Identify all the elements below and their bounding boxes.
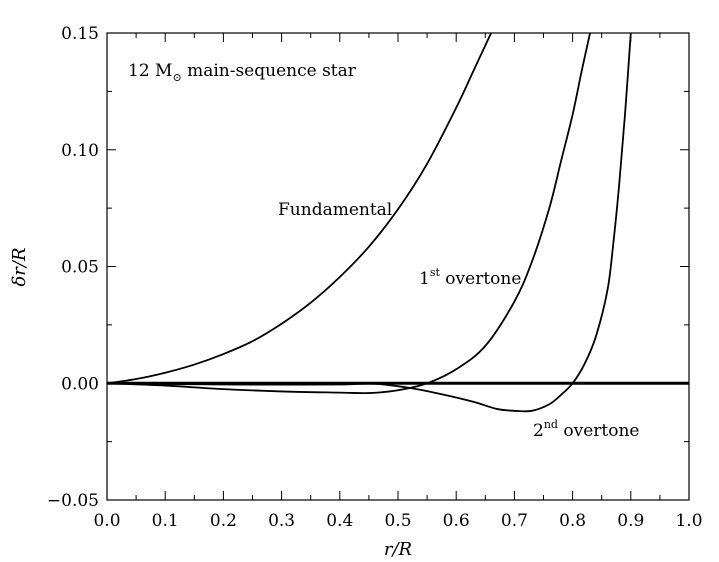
- series-layer: [106, 32, 632, 413]
- x-axis-label: r/R: [384, 539, 412, 560]
- x-tick-label: 0.9: [617, 511, 644, 531]
- ticks: [106, 32, 690, 501]
- x-tick-label: 0.3: [268, 511, 295, 531]
- x-tick-label: 0.4: [326, 511, 353, 531]
- y-tick-label: 0.15: [61, 24, 99, 44]
- y-axis-label: δr/R: [9, 247, 30, 286]
- y-tick-label: 0.05: [61, 258, 99, 278]
- star-annotation: 12 M⊙ main-sequence star: [128, 61, 357, 84]
- series-line-3: [106, 32, 632, 413]
- x-tick-label: 0.5: [384, 511, 411, 531]
- overtone1-label: 1st overtone: [419, 266, 521, 289]
- series-line-1: [106, 32, 492, 385]
- y-tick-label: 0.00: [61, 374, 99, 394]
- y-tick-label: 0.10: [61, 141, 99, 161]
- x-tick-label: 0.2: [210, 511, 237, 531]
- series-line-2: [106, 32, 591, 395]
- fundamental-label: Fundamental: [278, 200, 392, 220]
- x-tick-label: 0.6: [443, 511, 470, 531]
- tick-labels: 0.0 0.1 0.2 0.3 0.4 0.5 0.6 0.7 0.8 0.9 1.0 −0.05 0.…: [47, 24, 703, 531]
- x-tick-label: 1.0: [675, 511, 702, 531]
- y-tick-label: −0.05: [47, 491, 99, 511]
- overtone2-label: 2nd overtone: [533, 418, 639, 441]
- x-tick-label: 0.1: [152, 511, 179, 531]
- x-tick-label: 0.8: [559, 511, 586, 531]
- x-tick-label: 0.7: [501, 511, 528, 531]
- x-tick-label: 0.0: [93, 511, 120, 531]
